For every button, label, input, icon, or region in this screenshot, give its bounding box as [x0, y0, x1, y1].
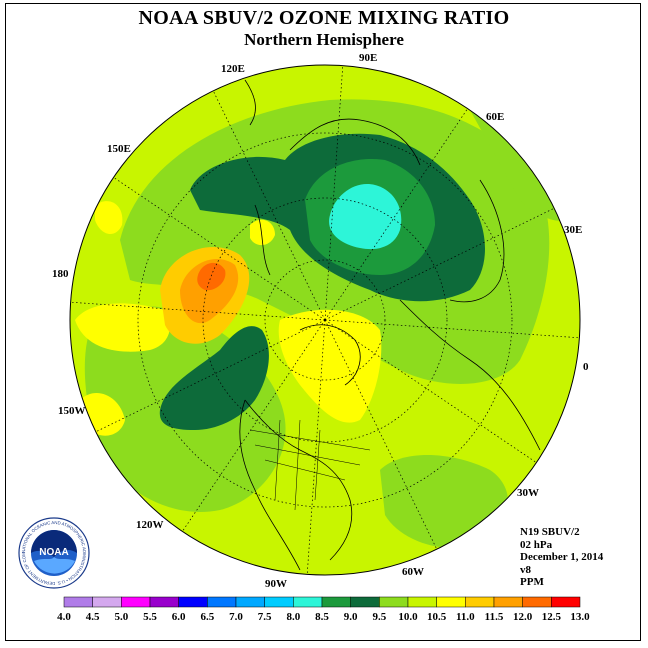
colorbar-tick-label: 5.5: [143, 611, 157, 623]
map-disk-outline: [69, 64, 581, 576]
coast-asia-west: [449, 179, 505, 303]
colorbar-swatch: [379, 596, 409, 608]
us-state-lines: [249, 419, 371, 511]
colorbar-swatch: [264, 596, 294, 608]
coast-east-asia: [244, 79, 256, 126]
colorbar-tick-label: 8.0: [286, 611, 300, 623]
logo-bird-icon: [31, 530, 77, 557]
lon-label-30e: 30E: [564, 224, 582, 236]
colorbar-tick-label: 4.5: [86, 611, 100, 623]
meridian-line: [324, 319, 537, 463]
meridian-line: [70, 301, 326, 321]
lon-label-30w: 30W: [517, 487, 539, 499]
colorbar-tick-label: 9.5: [372, 611, 386, 623]
coast-kamchatka: [254, 204, 271, 276]
map-title: NOAA SBUV/2 OZONE MIXING RATIO: [138, 7, 510, 29]
colorbar-swatch: [522, 596, 552, 608]
lon-label-60e: 60E: [486, 111, 504, 123]
lon-label-90w: 90W: [265, 578, 287, 590]
colorbar-swatch: [551, 596, 581, 608]
colorbar-swatch: [178, 596, 208, 608]
colorbar-swatch: [149, 596, 179, 608]
coast-europe: [399, 299, 541, 451]
contour-10-5-northwest-spot: [250, 219, 275, 246]
colorbar-tick-label: 5.0: [114, 611, 128, 623]
lon-label-150w: 150W: [58, 405, 86, 417]
colorbar-tick-label: 12.0: [513, 611, 533, 623]
contour-10-5-center: [278, 309, 382, 423]
meridian-line: [113, 177, 326, 321]
coast-north-america-west: [239, 399, 301, 571]
contour-10-5-west-a: [75, 303, 170, 352]
latitude-circle-mid: [202, 197, 448, 443]
meridian-lines: [70, 65, 580, 575]
colorbar-swatch: [493, 596, 523, 608]
colorbar: 4.0 4.5 5.0 5.5 6.0 6.5 7.0 7.5 8.0 8.5 9.0 9.5 10.0…: [57, 596, 590, 623]
info-block: N19 SBUV/2 02 hPa December 1, 2014 v8 PP…: [520, 526, 603, 589]
colorbar-swatch: [207, 596, 237, 608]
contour-fields: [75, 99, 575, 549]
colorbar-swatch: [92, 596, 122, 608]
noaa-logo: NATIONAL OCEANIC AND ATMOSPHERIC ADMINIS…: [18, 517, 90, 589]
colorbar-swatch: [321, 596, 351, 608]
coast-north-america-east: [244, 399, 353, 561]
contour-12-0: [197, 262, 226, 291]
colorbar-tick-label: 4.0: [57, 611, 71, 623]
lon-label-180: 180: [52, 268, 69, 280]
info-version: v8: [520, 563, 531, 576]
contour-9-5-southeast: [380, 455, 509, 549]
meridian-line: [324, 319, 580, 339]
longitude-labels: 90E 60E 30E 0 30W 60W 90W 120W 150W 180 …: [52, 52, 589, 590]
latitude-circle-outer: [137, 132, 513, 508]
colorbar-swatch: [293, 596, 323, 608]
meridian-line: [324, 207, 555, 321]
colorbar-tick-label: 12.5: [542, 611, 562, 623]
graticule: [70, 65, 580, 575]
meridian-line: [306, 319, 326, 575]
colorbar-tick-label: 8.5: [315, 611, 329, 623]
colorbar-swatch: [436, 596, 466, 608]
lon-label-120e: 120E: [221, 63, 245, 75]
meridian-line: [324, 108, 468, 321]
meridian-line: [324, 65, 344, 321]
info-satellite: N19 SBUV/2: [520, 526, 580, 538]
colorbar-swatch: [235, 596, 265, 608]
colorbar-tick-label: 11.5: [485, 611, 504, 623]
info-units: PPM: [520, 576, 544, 588]
colorbar-tick-label: 7.5: [258, 611, 272, 623]
info-date: December 1, 2014: [520, 551, 604, 563]
colorbar-swatch: [465, 596, 495, 608]
meridian-line: [212, 90, 326, 321]
logo-wave-icon: [34, 557, 75, 574]
contour-10-5-left-edge: [95, 201, 123, 235]
map-subtitle: Northern Hemisphere: [244, 30, 404, 49]
colorbar-swatch: [350, 596, 380, 608]
meridian-line: [95, 319, 326, 433]
colorbar-tick-label: 7.0: [229, 611, 243, 623]
meridian-line: [182, 319, 326, 532]
colorbar-swatch: [121, 596, 151, 608]
colorbar-swatch: [63, 596, 93, 608]
lon-label-0: 0: [583, 361, 589, 373]
colorbar-tick-label: 9.0: [344, 611, 358, 623]
colorbar-tick-label: 6.5: [200, 611, 214, 623]
latitude-circle-inner: [264, 259, 386, 381]
lon-label-90e: 90E: [359, 52, 377, 64]
meridian-line: [324, 319, 438, 550]
info-level: 02 hPa: [520, 538, 553, 551]
colorbar-swatch: [407, 596, 437, 608]
colorbar-tick-label: 6.0: [172, 611, 186, 623]
colorbar-tick-label: 11.0: [456, 611, 475, 623]
lon-label-60w: 60W: [402, 566, 424, 578]
colorbar-tick-label: 13.0: [570, 611, 590, 623]
colorbar-tick-label: 10.0: [398, 611, 418, 623]
colorbar-tick-label: 10.5: [427, 611, 447, 623]
contour-8-5-west: [159, 326, 269, 430]
lon-label-150e: 150E: [107, 143, 131, 155]
logo-text: NOAA: [39, 547, 68, 558]
lon-label-120w: 120W: [136, 519, 164, 531]
